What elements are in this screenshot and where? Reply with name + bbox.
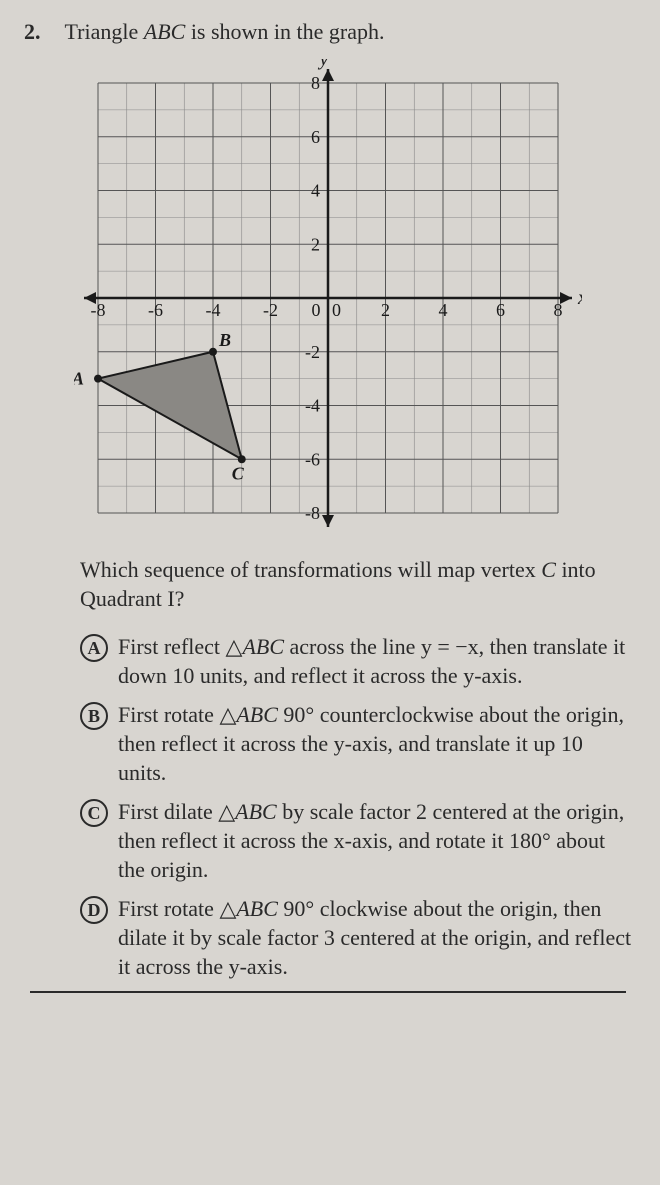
intro-pre: Triangle bbox=[65, 19, 144, 44]
svg-text:4: 4 bbox=[311, 180, 320, 200]
svg-text:2: 2 bbox=[381, 300, 390, 320]
question-intro: Triangle ABC is shown in the graph. bbox=[65, 18, 385, 47]
svg-text:-4: -4 bbox=[206, 300, 221, 320]
svg-text:y: y bbox=[318, 59, 329, 70]
question-prompt: Which sequence of transformations will m… bbox=[80, 555, 620, 614]
cartesian-graph: x y 0 -8 -6 -4 -2 2 4 6 8 0 2 4 6 8 -2 -4 -6 -8 A B C bbox=[74, 59, 582, 537]
svg-text:-2: -2 bbox=[305, 341, 320, 361]
svg-text:8: 8 bbox=[554, 300, 563, 320]
option-a-marker: A bbox=[80, 634, 108, 662]
svg-text:-8: -8 bbox=[91, 300, 106, 320]
answer-options: A First reflect △ABC across the line y =… bbox=[80, 632, 632, 981]
svg-text:6: 6 bbox=[496, 300, 505, 320]
svg-text:C: C bbox=[232, 463, 245, 483]
graph-container: x y 0 -8 -6 -4 -2 2 4 6 8 0 2 4 6 8 -2 -4 -6 -8 A B C bbox=[24, 59, 632, 537]
option-b-text: First rotate △ABC 90° counterclockwise a… bbox=[118, 700, 632, 787]
triangle-icon: △ bbox=[219, 702, 236, 727]
option-c[interactable]: C First dilate △ABC by scale factor 2 ce… bbox=[80, 797, 632, 884]
svg-text:-6: -6 bbox=[148, 300, 163, 320]
option-a-text: First reflect △ABC across the line y = −… bbox=[118, 632, 632, 690]
question-header: 2. Triangle ABC is shown in the graph. bbox=[24, 18, 632, 47]
svg-text:x: x bbox=[577, 287, 582, 309]
option-b-marker: B bbox=[80, 702, 108, 730]
svg-text:-8: -8 bbox=[305, 503, 320, 523]
option-c-marker: C bbox=[80, 799, 108, 827]
svg-text:4: 4 bbox=[439, 300, 448, 320]
divider bbox=[30, 991, 626, 993]
intro-post: is shown in the graph. bbox=[185, 19, 384, 44]
intro-mid: ABC bbox=[144, 19, 186, 44]
triangle-icon: △ bbox=[226, 634, 243, 659]
prompt-mid: C bbox=[541, 557, 556, 582]
svg-text:0: 0 bbox=[332, 300, 341, 320]
option-d-text: First rotate △ABC 90° clockwise about th… bbox=[118, 894, 632, 981]
option-d[interactable]: D First rotate △ABC 90° clockwise about … bbox=[80, 894, 632, 981]
question-number: 2. bbox=[24, 19, 41, 45]
svg-text:8: 8 bbox=[311, 73, 320, 93]
svg-text:-4: -4 bbox=[305, 395, 320, 415]
option-d-marker: D bbox=[80, 896, 108, 924]
svg-text:A: A bbox=[74, 368, 84, 388]
option-b[interactable]: B First rotate △ABC 90° counterclockwise… bbox=[80, 700, 632, 787]
prompt-pre: Which sequence of transformations will m… bbox=[80, 557, 541, 582]
svg-text:6: 6 bbox=[311, 126, 320, 146]
svg-text:-6: -6 bbox=[305, 449, 320, 469]
triangle-icon: △ bbox=[219, 896, 236, 921]
svg-text:B: B bbox=[218, 329, 231, 349]
triangle-icon: △ bbox=[218, 799, 235, 824]
svg-text:0: 0 bbox=[312, 300, 321, 320]
svg-text:2: 2 bbox=[311, 234, 320, 254]
svg-text:-2: -2 bbox=[263, 300, 278, 320]
option-a[interactable]: A First reflect △ABC across the line y =… bbox=[80, 632, 632, 690]
option-c-text: First dilate △ABC by scale factor 2 cent… bbox=[118, 797, 632, 884]
